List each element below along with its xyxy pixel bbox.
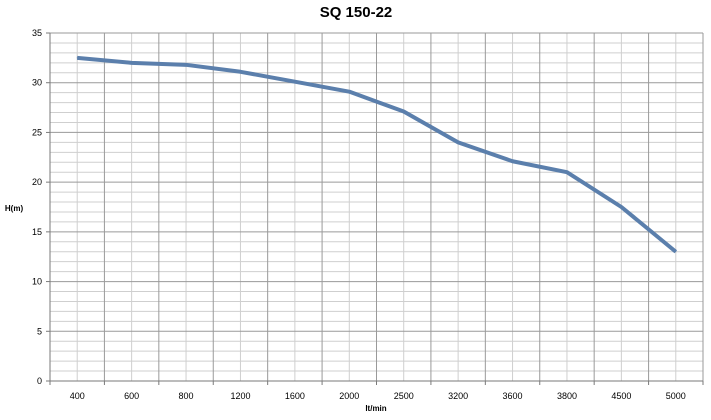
x-tick-label: 3600 (503, 391, 523, 401)
data-point (620, 206, 622, 208)
data-point (239, 71, 241, 73)
y-tick-label: 10 (32, 277, 42, 287)
series (76, 55, 678, 254)
data-point (131, 62, 133, 64)
data-point (294, 81, 296, 83)
x-tick-label: 400 (70, 391, 85, 401)
x-tick-label: 3200 (448, 391, 468, 401)
y-tick-label: 25 (32, 127, 42, 137)
chart-title: SQ 150-22 (320, 4, 393, 21)
x-tick-label: 800 (179, 391, 194, 401)
x-tick-label: 2500 (394, 391, 414, 401)
data-point (675, 251, 677, 253)
y-tick-label: 0 (37, 376, 42, 386)
y-tick-label: 5 (37, 326, 42, 336)
data-point (76, 57, 78, 59)
data-point (348, 91, 350, 93)
series-line (77, 55, 678, 254)
x-tick-label: 3800 (557, 391, 577, 401)
x-tick-label: 4500 (611, 391, 631, 401)
y-axis-label: H(m) (5, 204, 24, 213)
data-point (512, 160, 514, 162)
x-tick-label: 1200 (230, 391, 250, 401)
grid (49, 32, 704, 382)
y-tick-label: 15 (32, 227, 42, 237)
x-axis-label: lt/min (365, 404, 386, 413)
x-tick-label: 5000 (666, 391, 686, 401)
y-tick-label: 35 (32, 28, 42, 38)
y-tick-label: 20 (32, 177, 42, 187)
data-point (403, 111, 405, 113)
x-tick-label: 2000 (339, 391, 359, 401)
y-tick-label: 30 (32, 78, 42, 88)
axes: 0 5 10 15 20 25 30 35 400 600 800 1200 1600 2000 2500 3… (32, 28, 704, 401)
x-tick-label: 1600 (285, 391, 305, 401)
data-point (185, 64, 187, 66)
x-tick-label: 600 (124, 391, 139, 401)
data-point (457, 141, 459, 143)
data-point (566, 171, 568, 173)
